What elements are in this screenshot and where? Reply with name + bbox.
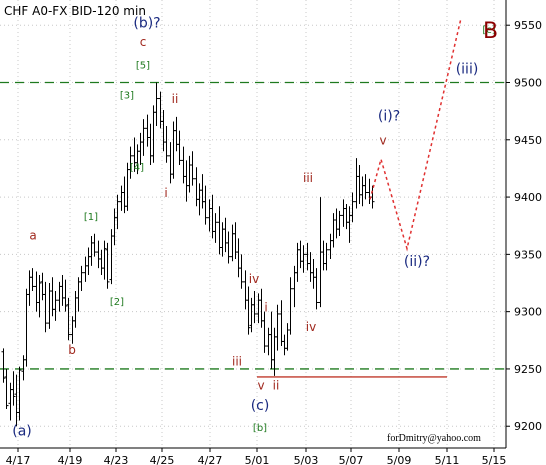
wave-label: i [164, 186, 167, 200]
y-axis: 9200 9250 9300 9350 9400 9450 9500 9550 [506, 19, 542, 433]
x-tick-label: 5/01 [245, 454, 270, 465]
plot-background [0, 0, 506, 448]
x-tick-label: 5/07 [339, 454, 364, 465]
wave-labels: (a)ab[1][2][3][4][5]c(b)?iiiiiiiviiiv(c)… [12, 15, 496, 439]
wave-label: v [379, 133, 386, 147]
wave-label: i [264, 301, 267, 315]
ohlc-bar [363, 174, 368, 200]
ohlc-bar [337, 210, 342, 237]
wave-label: [c] [482, 25, 495, 36]
ohlc-bar [115, 194, 120, 230]
x-tick-label: 5/11 [435, 454, 460, 465]
ohlc-bar [203, 185, 208, 225]
x-tick-label: 4/27 [198, 454, 223, 465]
wave-label: [1] [84, 212, 98, 223]
ohlc-bar [324, 242, 329, 271]
ohlc-bar [350, 192, 355, 223]
wave-label: (i)? [378, 108, 400, 124]
ohlc-bar [37, 274, 42, 318]
ohlc-bar [226, 231, 231, 264]
ohlc-bar [275, 304, 280, 351]
ohlc-bar [177, 130, 182, 165]
x-tick-label: 4/17 [6, 454, 31, 465]
ohlc-bar [66, 297, 71, 341]
x-tick-label: 5/09 [387, 454, 412, 465]
y-tick-label: 9450 [514, 134, 542, 147]
wave-label: (ii)? [404, 254, 430, 270]
ohlc-bar [1, 348, 6, 383]
wave-label: a [29, 228, 36, 242]
chart-title: CHF A0-FX BID-120 min [4, 4, 146, 18]
wave-label: [4] [130, 163, 144, 174]
x-tick-label: 5/15 [482, 454, 507, 465]
ohlc-bar [262, 311, 267, 353]
x-tick-label: 4/25 [150, 454, 175, 465]
ohlc-bar [4, 368, 9, 410]
wave-label: (c) [251, 398, 270, 414]
ohlc-bar [105, 242, 110, 289]
ohlc-bar [288, 277, 293, 335]
wave-label: iv [249, 272, 259, 286]
wave-label: ii [273, 379, 280, 393]
ohlc-bar [301, 245, 306, 273]
wave-label: [b] [253, 423, 267, 434]
price-bars [1, 82, 375, 427]
ohlc-bar [17, 366, 22, 421]
ohlc-bar [190, 151, 195, 186]
ohlc-bar [102, 240, 107, 280]
wave-label: iii [232, 355, 242, 369]
ohlc-bar [79, 265, 84, 292]
ohlc-bar [213, 213, 218, 243]
ohlc-bar [11, 371, 16, 406]
y-tick-label: 9400 [514, 191, 542, 204]
ohlc-bar [30, 268, 35, 292]
ohlc-bar [154, 82, 159, 127]
wave-label: v [257, 379, 264, 393]
ohlc-bar [246, 286, 251, 335]
credit-text: forDmitry@yahoo.com [387, 433, 481, 444]
y-tick-label: 9300 [514, 306, 542, 319]
y-tick-label: 9550 [514, 19, 542, 32]
forecast-path [369, 18, 462, 252]
wave-label: (b)? [133, 15, 160, 31]
corner-label: B [483, 19, 498, 44]
grid [0, 0, 506, 448]
ohlc-bar [252, 291, 257, 324]
wave-label: iv [306, 320, 316, 334]
ohlc-bar [92, 233, 97, 257]
ohlc-bar [43, 281, 48, 333]
wave-label: [5] [136, 61, 150, 72]
ohlc-bar [128, 146, 133, 179]
wave-label: [2] [110, 297, 124, 308]
wave-label: (a) [12, 423, 32, 439]
ohlc-bar [53, 291, 58, 321]
x-tick-label: 4/23 [104, 454, 129, 465]
forecast-line [369, 18, 462, 252]
x-tick-label: 4/19 [58, 454, 83, 465]
wave-label: c [140, 35, 147, 49]
x-axis: 4/17 4/19 4/23 4/25 4/27 5/01 5/03 5/07 5/09 5/11… [6, 448, 507, 465]
wave-label: b [68, 343, 76, 357]
wave-label: iii [303, 171, 313, 185]
ohlc-bar [239, 254, 244, 289]
y-tick-label: 9200 [514, 420, 542, 433]
ohlc-bar [164, 126, 169, 163]
wave-label: [3] [120, 91, 134, 102]
wave-label: (iii) [456, 61, 479, 77]
y-tick-label: 9500 [514, 76, 542, 89]
x-tick-label: 5/03 [294, 454, 319, 465]
wave-label: ii [172, 92, 179, 106]
ohlc-bar [314, 268, 319, 310]
y-tick-label: 9250 [514, 363, 542, 376]
level-lines [0, 81, 506, 378]
y-tick-label: 9350 [514, 248, 542, 261]
ohlc-bar [141, 119, 146, 156]
ohlc-bar [63, 279, 68, 312]
